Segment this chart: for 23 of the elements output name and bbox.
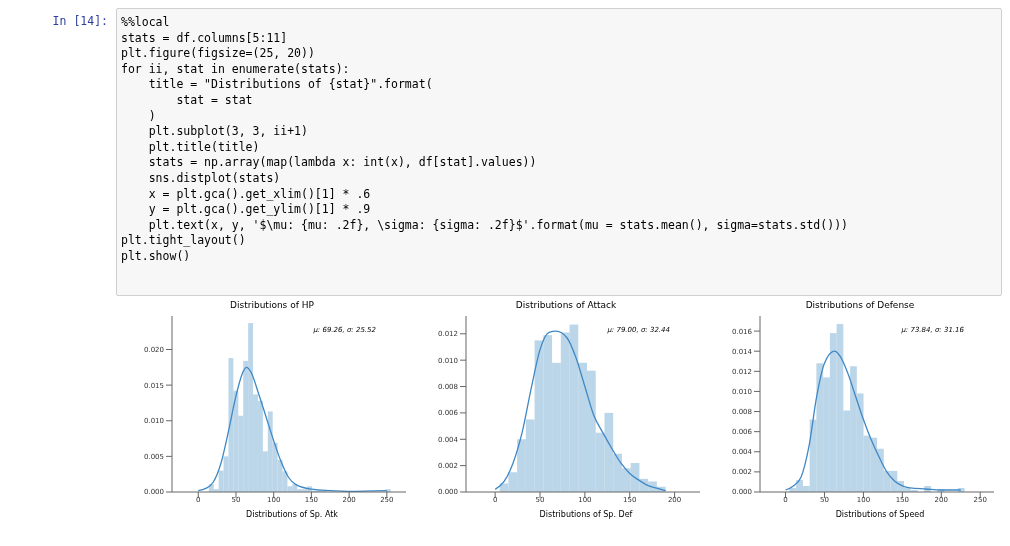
x-axis-title: Distributions of Sp. Atk <box>245 510 339 519</box>
text: stats = np.array(map(lambda x: int(x), df[stat].values)) <box>147 155 538 171</box>
text: stat = stat <box>175 92 254 109</box>
text: y = plt.gca().get_ylim()[1] * .9 <box>147 202 372 218</box>
chart-title: Distributions of Defense <box>804 300 916 312</box>
text: title = "Distributions of {stat}".format( <box>147 77 434 93</box>
text: sns.distplot(stats) <box>147 170 282 187</box>
text: plt.text(x, y, '$\mu: {mu: .2f}, \sigma: {sigma: .2f}$'.format(mu = stats.mean(), sigma=stats.std())) <box>147 217 849 234</box>
chart-title: Distributions of Attack <box>514 300 618 312</box>
chart-title: Distributions of HP <box>229 300 315 312</box>
text: ) <box>147 108 157 125</box>
x-axis-title: Distributions of Sp. Def <box>538 510 634 519</box>
text: plt.title(title) <box>147 139 261 156</box>
x-axis-title: Distributions of Speed <box>834 510 926 519</box>
text: In [14]: <box>51 13 109 30</box>
text: plt.figure(figsize=(25, 20)) <box>121 46 316 62</box>
text: stats = df.columns[5:11] <box>121 30 289 47</box>
text: for ii, stat in enumerate(stats): <box>121 61 351 78</box>
text: x = plt.gca().get_xlim()[1] * .6 <box>147 186 372 203</box>
text: plt.show() <box>121 248 192 265</box>
text: plt.tight_layout() <box>121 233 247 249</box>
text: %%local <box>121 15 171 31</box>
text: plt.subplot(3, 3, ii+1) <box>147 124 309 140</box>
